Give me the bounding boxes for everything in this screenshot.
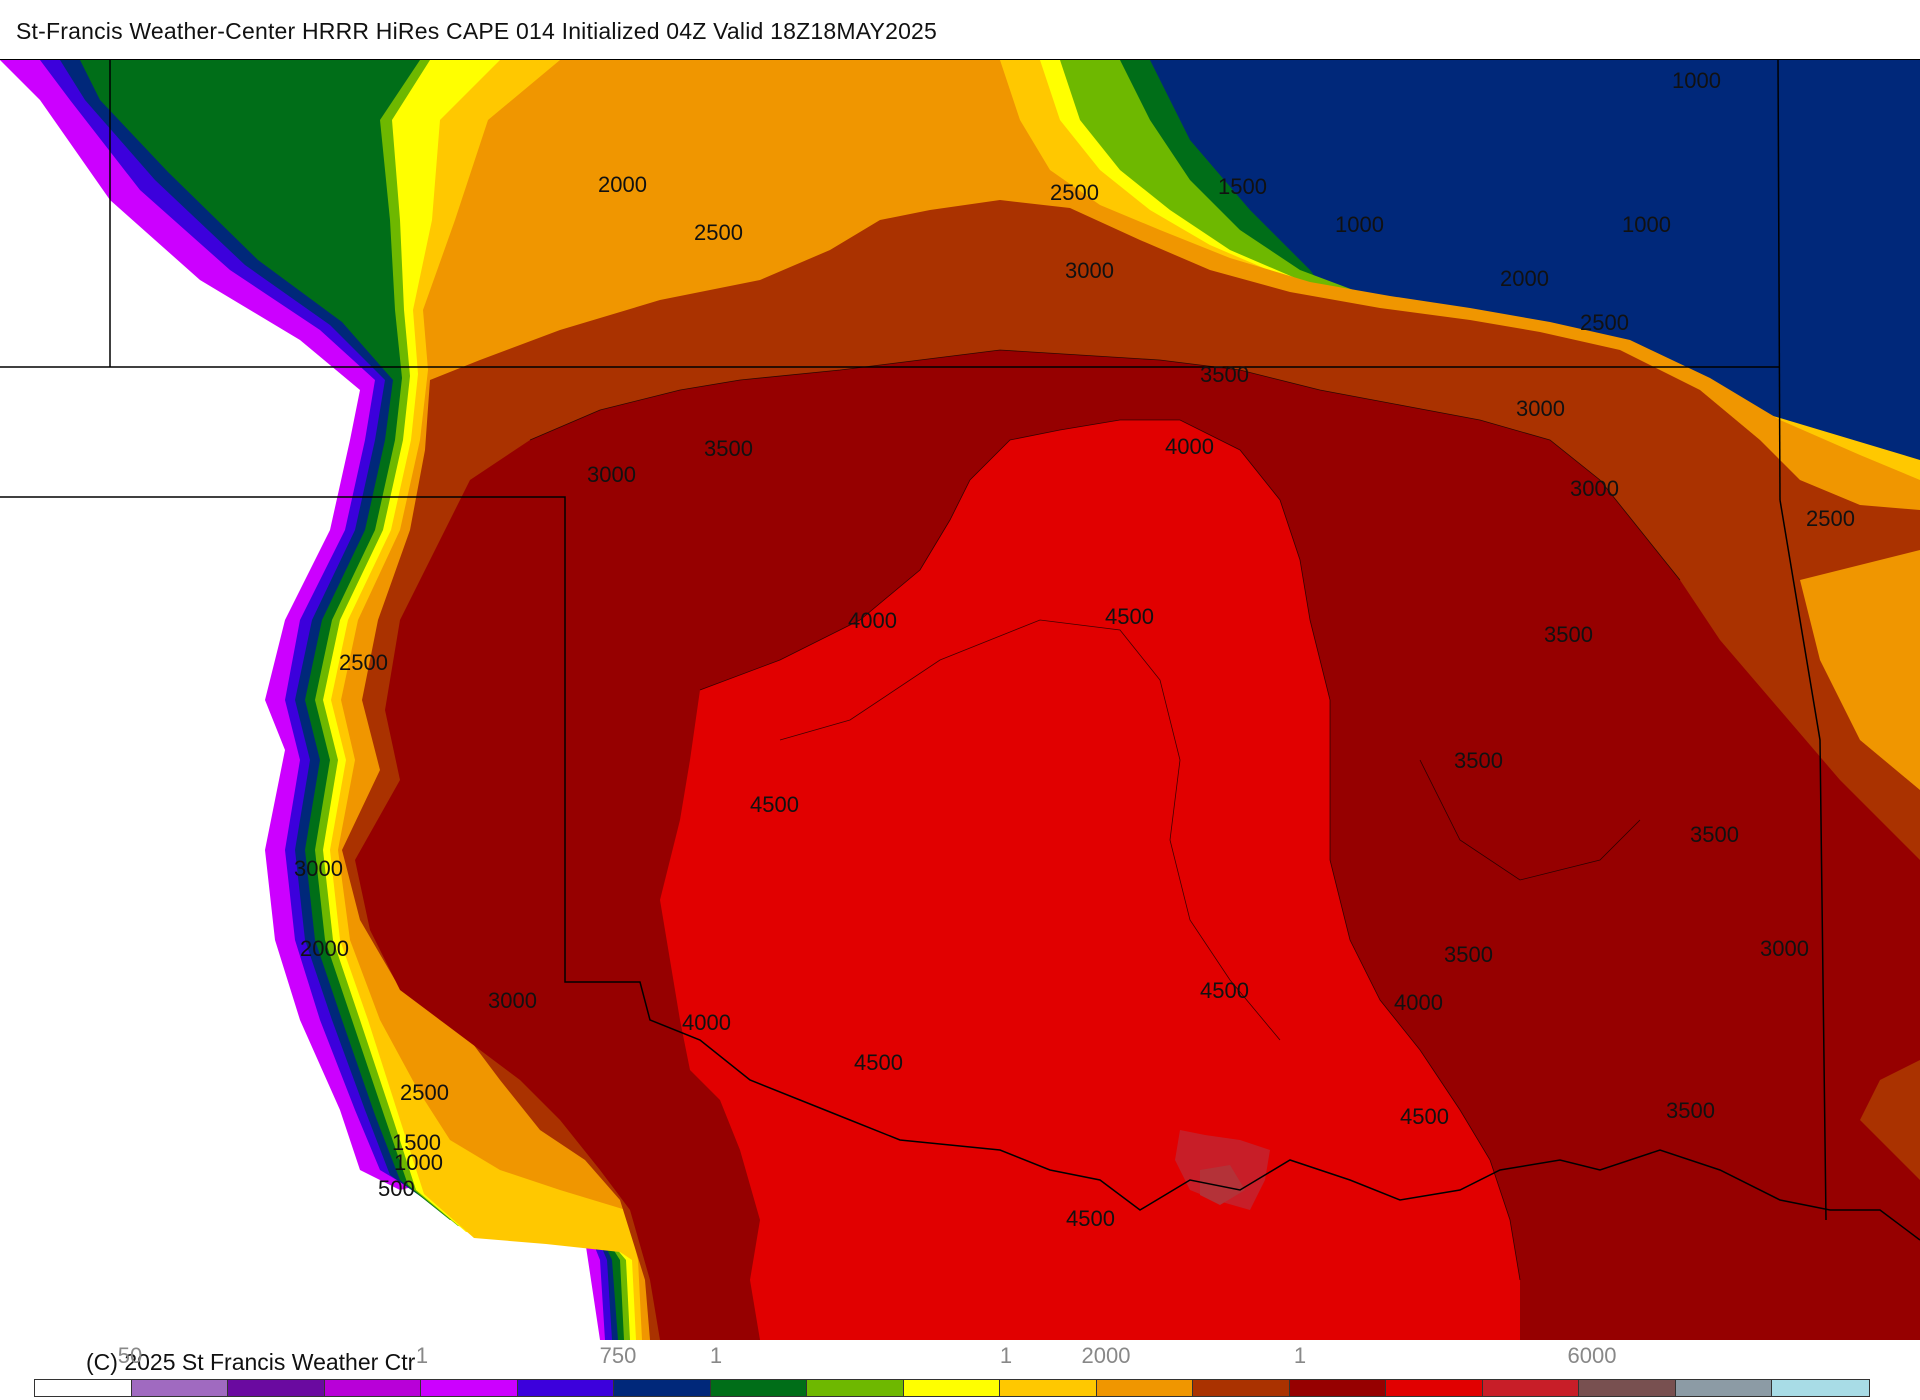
contour-label: 3000	[1570, 476, 1619, 501]
contour-label: 4000	[848, 608, 897, 633]
contour-label: 3000	[294, 856, 343, 881]
legend-swatch	[421, 1380, 518, 1396]
legend-tick: 750	[599, 1343, 637, 1368]
legend-tick: 1	[709, 1343, 723, 1368]
legend-swatch	[807, 1380, 904, 1396]
contour-label: 4500	[1105, 604, 1154, 629]
legend-swatch	[903, 1380, 1000, 1396]
cape-map: 1000 1500 1000 1000 2000 2500 2500 3000 …	[0, 60, 1920, 1340]
copyright-text: (C) 2025 St Francis Weather Ctr	[86, 1349, 416, 1375]
legend-tick: 1	[415, 1343, 429, 1368]
legend-swatch	[1579, 1380, 1676, 1396]
map-frame: 1000 1500 1000 1000 2000 2500 2500 3000 …	[0, 59, 1920, 1340]
contour-label: 3500	[1454, 748, 1503, 773]
contour-label: 1000	[1335, 212, 1384, 237]
legend-colorbar	[34, 1379, 1870, 1397]
legend-swatch	[1675, 1380, 1772, 1396]
legend-tick: 6000	[1567, 1343, 1617, 1368]
contour-label: 4500	[1400, 1104, 1449, 1129]
contour-label: 4000	[682, 1010, 731, 1035]
state-boundaries	[0, 60, 1920, 1241]
map-title: St-Francis Weather-Center HRRR HiRes CAP…	[16, 18, 938, 44]
contour-label: 3500	[1544, 622, 1593, 647]
legend-tick: 2000	[1081, 1343, 1131, 1368]
legend-swatch	[35, 1380, 132, 1396]
contour-label: 4500	[1066, 1206, 1115, 1231]
cape-band-4000	[660, 420, 1520, 1340]
legend-ticks: 50 1 750 1 1 2000 1 6000	[0, 1343, 1920, 1373]
legend-swatch	[1772, 1380, 1869, 1396]
contour-label: 3500	[1690, 822, 1739, 847]
contour-label: 1000	[1622, 212, 1671, 237]
legend-swatch	[1193, 1380, 1290, 1396]
contour-label: 1000	[394, 1150, 443, 1175]
contour-label: 3000	[1065, 258, 1114, 283]
contour-label: 4000	[1165, 434, 1214, 459]
contour-label: 4000	[1394, 990, 1443, 1015]
legend-tick: 50	[117, 1343, 143, 1368]
contour-label: 1500	[1218, 174, 1267, 199]
contour-label: 1000	[1672, 68, 1721, 93]
contour-label: 3500	[704, 436, 753, 461]
contour-label: 4500	[1200, 978, 1249, 1003]
legend-swatch	[1000, 1380, 1097, 1396]
contour-label: 2500	[1050, 180, 1099, 205]
legend-swatch	[324, 1380, 421, 1396]
contour-label: 500	[378, 1176, 415, 1201]
contour-label: 2500	[694, 220, 743, 245]
legend-swatch	[710, 1380, 807, 1396]
legend-tick: 1	[999, 1343, 1013, 1368]
contour-label: 3500	[1444, 942, 1493, 967]
legend-swatch	[517, 1380, 614, 1396]
contour-label: 2000	[300, 936, 349, 961]
legend-swatch	[614, 1380, 711, 1396]
cape-band-4750-spot	[1200, 1165, 1245, 1205]
contour-label: 1500	[392, 1130, 441, 1155]
legend-swatch	[1289, 1380, 1386, 1396]
contour-label: 4500	[854, 1050, 903, 1075]
contour-label: 2000	[1500, 266, 1549, 291]
contour-label: 3000	[488, 988, 537, 1013]
contour-label: 3500	[1200, 362, 1249, 387]
legend-swatch	[1096, 1380, 1193, 1396]
legend-tick: 1	[1293, 1343, 1307, 1368]
legend-swatch	[131, 1380, 228, 1396]
contour-label: 3000	[587, 462, 636, 487]
contour-label: 2500	[339, 650, 388, 675]
contour-label: 2500	[1580, 310, 1629, 335]
contour-label: 2500	[1806, 506, 1855, 531]
contour-label: 3000	[1516, 396, 1565, 421]
contour-label: 4500	[750, 792, 799, 817]
contour-label: 2500	[400, 1080, 449, 1105]
legend-swatch	[1386, 1380, 1483, 1396]
contour-label: 2000	[598, 172, 647, 197]
contour-labels: 1000 1500 1000 1000 2000 2500 2500 3000 …	[294, 68, 1855, 1231]
cape-contour-lines	[529, 349, 1681, 1281]
legend-swatch	[228, 1380, 325, 1396]
contour-label: 3500	[1666, 1098, 1715, 1123]
legend-swatch	[1482, 1380, 1579, 1396]
contour-label: 3000	[1760, 936, 1809, 961]
